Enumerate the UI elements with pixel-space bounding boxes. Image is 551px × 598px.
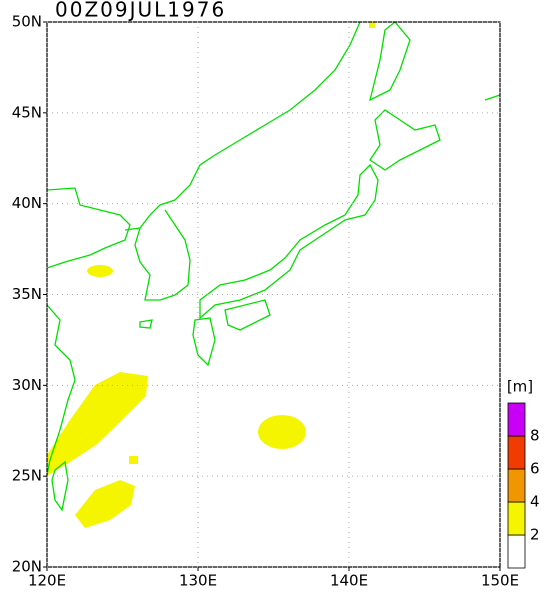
- y-tick-label: 20N: [12, 558, 42, 576]
- x-tick-label: 120E: [28, 572, 66, 590]
- colorbar-label: 2: [530, 526, 540, 544]
- coastlines: [46, 21, 501, 512]
- colorbar-box: [507, 501, 526, 536]
- colorbar-label: 4: [530, 493, 540, 511]
- x-tick-label: 140E: [330, 572, 368, 590]
- y-tick-label: 30N: [12, 376, 42, 394]
- y-tick-label: 45N: [12, 103, 42, 121]
- colorbar-unit: [m]: [507, 378, 533, 396]
- y-tick-label: 25N: [12, 467, 42, 485]
- x-tick-label: 130E: [179, 572, 217, 590]
- map-title: 00Z09JUL1976: [55, 0, 226, 22]
- y-tick-label: 35N: [12, 285, 42, 303]
- y-tick-label: 40N: [12, 194, 42, 212]
- y-tick-label: 50N: [12, 13, 42, 31]
- colorbar-box: [507, 534, 526, 569]
- colorbar-box: [507, 402, 526, 437]
- colorbar-box: [507, 435, 526, 470]
- wave-areas: [47, 22, 375, 528]
- colorbar-box: [507, 468, 526, 503]
- x-tick-label: 150E: [481, 572, 519, 590]
- colorbar-label: 6: [530, 460, 540, 478]
- colorbar-label: 8: [530, 427, 540, 445]
